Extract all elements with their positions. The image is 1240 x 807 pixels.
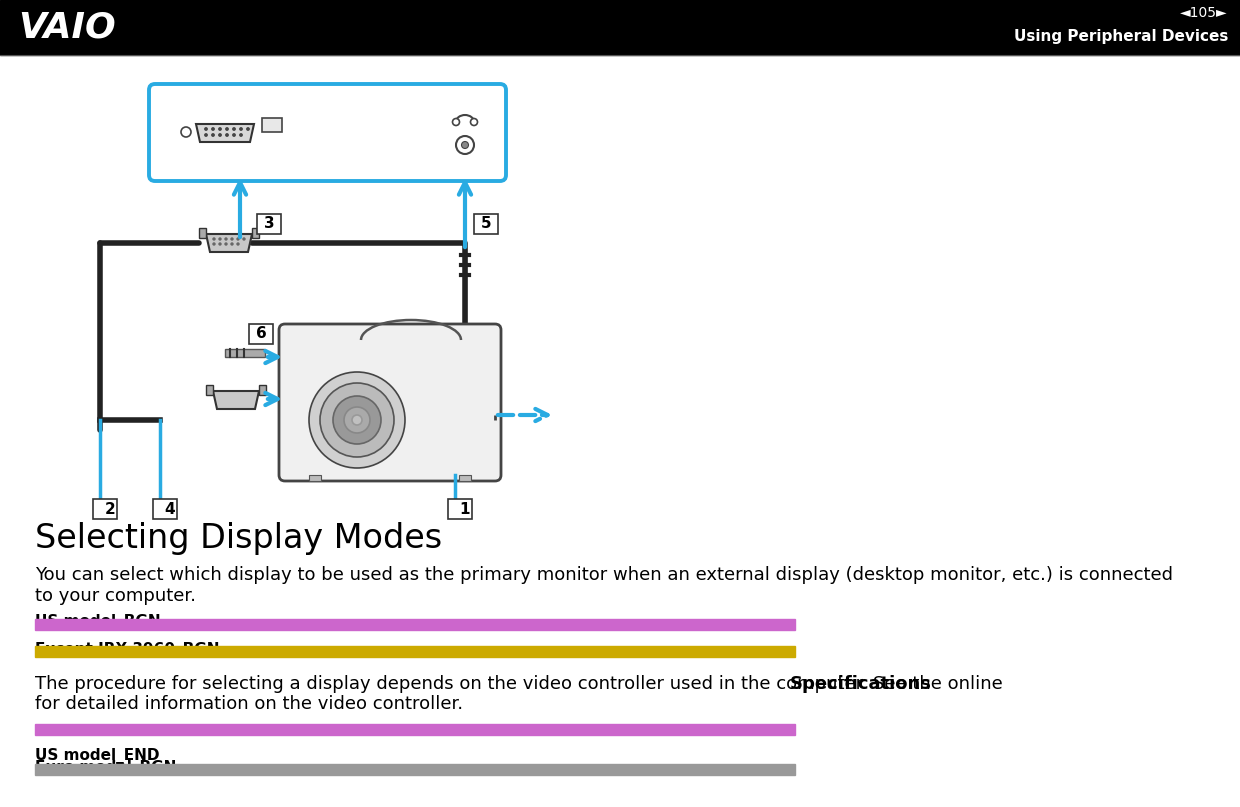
FancyBboxPatch shape	[149, 84, 506, 181]
Bar	[259, 385, 267, 395]
Circle shape	[456, 136, 474, 154]
Polygon shape	[196, 124, 254, 142]
Circle shape	[213, 238, 215, 240]
Circle shape	[343, 407, 370, 433]
Circle shape	[231, 243, 233, 245]
Text: for detailed information on the video controller.: for detailed information on the video co…	[35, 695, 463, 713]
Bar	[459, 475, 471, 481]
FancyBboxPatch shape	[93, 499, 117, 519]
Circle shape	[233, 134, 236, 136]
Circle shape	[239, 134, 242, 136]
Bar	[309, 475, 321, 481]
Circle shape	[219, 243, 221, 245]
Circle shape	[213, 243, 215, 245]
Text: Using Peripheral Devices: Using Peripheral Devices	[1013, 28, 1228, 44]
Circle shape	[247, 128, 249, 130]
Circle shape	[181, 127, 191, 137]
Text: 1: 1	[460, 501, 470, 516]
FancyBboxPatch shape	[448, 499, 472, 519]
Circle shape	[309, 372, 405, 468]
Text: 4: 4	[165, 501, 175, 516]
Circle shape	[212, 128, 215, 130]
Circle shape	[239, 128, 242, 130]
Circle shape	[218, 128, 221, 130]
Circle shape	[224, 238, 227, 240]
Circle shape	[453, 119, 460, 126]
FancyBboxPatch shape	[257, 214, 281, 234]
Bar	[35, 724, 795, 735]
Circle shape	[461, 141, 469, 148]
Bar	[198, 228, 206, 238]
Text: VAIO: VAIO	[19, 11, 115, 45]
Text: US model_END: US model_END	[35, 748, 160, 764]
Bar	[252, 228, 259, 238]
Circle shape	[205, 128, 207, 130]
Bar	[0, 0, 1240, 55]
Polygon shape	[206, 234, 252, 252]
Bar	[206, 385, 213, 395]
Text: US model_BGN: US model_BGN	[35, 614, 161, 630]
Circle shape	[218, 134, 221, 136]
Circle shape	[352, 415, 362, 425]
Circle shape	[334, 396, 381, 444]
FancyBboxPatch shape	[474, 214, 498, 234]
Text: Except IRX-3960_BGN: Except IRX-3960_BGN	[35, 642, 219, 658]
Polygon shape	[213, 391, 259, 409]
Text: 3: 3	[264, 216, 274, 232]
Circle shape	[237, 238, 239, 240]
Circle shape	[226, 134, 228, 136]
Bar	[35, 646, 795, 657]
Text: You can select which display to be used as the primary monitor when an external : You can select which display to be used …	[35, 566, 1173, 584]
Circle shape	[237, 243, 239, 245]
Circle shape	[212, 134, 215, 136]
Circle shape	[320, 383, 394, 457]
Circle shape	[205, 134, 207, 136]
Circle shape	[243, 238, 246, 240]
Text: 5: 5	[481, 216, 491, 232]
Bar	[224, 349, 265, 357]
FancyBboxPatch shape	[249, 324, 273, 344]
Circle shape	[224, 243, 227, 245]
Text: Specifications: Specifications	[790, 675, 931, 693]
Text: to your computer.: to your computer.	[35, 587, 196, 605]
Text: The procedure for selecting a display depends on the video controller used in th: The procedure for selecting a display de…	[35, 675, 1008, 693]
Text: ◄105►: ◄105►	[1180, 6, 1228, 20]
Text: Euro model_BGN: Euro model_BGN	[35, 760, 176, 776]
Bar	[35, 619, 795, 630]
Circle shape	[226, 128, 228, 130]
Bar	[262, 118, 281, 132]
Circle shape	[470, 119, 477, 126]
Text: Selecting Display Modes: Selecting Display Modes	[35, 522, 443, 555]
Circle shape	[233, 128, 236, 130]
Text: 2: 2	[104, 501, 115, 516]
Circle shape	[219, 238, 221, 240]
Text: 6: 6	[255, 327, 267, 341]
FancyBboxPatch shape	[153, 499, 177, 519]
Circle shape	[231, 238, 233, 240]
FancyBboxPatch shape	[279, 324, 501, 481]
Bar	[35, 764, 795, 775]
